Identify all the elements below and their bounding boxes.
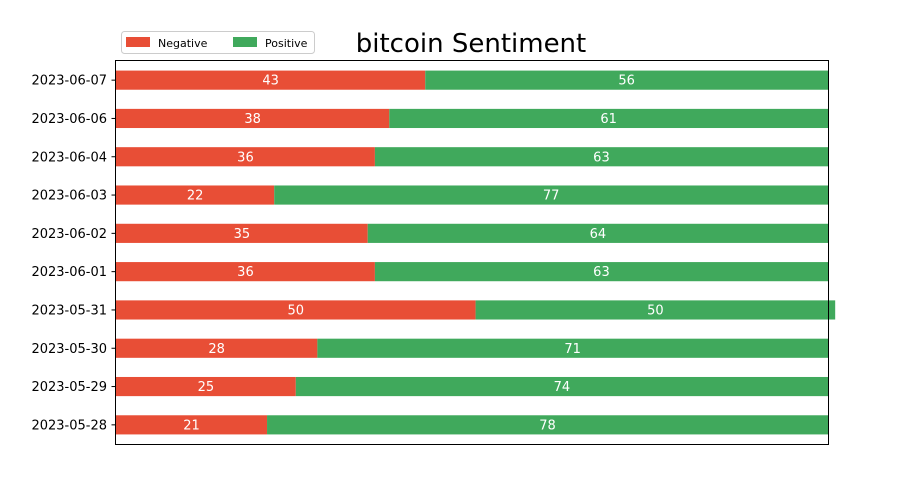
bar-negative-2023-06-06 — [116, 108, 390, 129]
legend-swatch-negative — [126, 37, 150, 47]
bar-label-positive-2023-06-07: 56 — [618, 74, 635, 89]
bar-negative-2023-06-01 — [116, 262, 375, 282]
bar-negative-2023-05-31 — [116, 300, 476, 320]
bar-negative-2023-06-02 — [116, 223, 368, 243]
bar-negative-2023-05-30 — [116, 338, 318, 358]
y-axis-ticks: 2023-06-07 2023-06-06 2023-06-04 2023-06-03… — [31, 74, 116, 433]
bar-label-negative-2023-06-04: 36 — [237, 150, 254, 165]
y-tick-label-2023-06-07: 2023-06-07 — [31, 74, 107, 89]
bar-positive-2023-06-02 — [367, 223, 828, 243]
bar-label-negative-2023-05-31: 50 — [288, 303, 305, 318]
bar-label-negative-2023-06-07: 43 — [262, 74, 279, 89]
bar-label-positive-2023-06-04: 63 — [593, 150, 610, 165]
bar-label-negative-2023-05-28: 21 — [183, 418, 200, 433]
y-tick-label-2023-06-06: 2023-06-06 — [31, 112, 107, 127]
bar-label-positive-2023-05-29: 74 — [554, 380, 571, 395]
bar-label-positive-2023-06-03: 77 — [543, 189, 560, 204]
bar-label-negative-2023-05-30: 28 — [208, 342, 225, 357]
bar-label-positive-2023-06-06: 61 — [600, 112, 617, 127]
bar-negative-2023-05-29 — [116, 376, 296, 397]
bar-label-positive-2023-05-31: 50 — [647, 303, 664, 318]
bar-positive-2023-06-04 — [374, 147, 828, 167]
legend-swatch-positive — [233, 37, 257, 47]
bar-label-positive-2023-05-30: 71 — [564, 342, 581, 357]
bar-positive-2023-05-28 — [267, 415, 829, 435]
bar-negative-2023-05-28 — [116, 415, 268, 435]
bar-label-negative-2023-05-29: 25 — [198, 380, 215, 395]
y-tick-label-2023-06-04: 2023-06-04 — [31, 150, 107, 165]
y-tick-label-2023-05-29: 2023-05-29 — [31, 380, 107, 395]
y-tick-label-2023-06-03: 2023-06-03 — [31, 189, 107, 204]
bar-positive-2023-05-30 — [317, 338, 828, 358]
bar-negative-2023-06-04 — [116, 147, 375, 167]
bar-negative-2023-06-07 — [116, 70, 426, 90]
bar-positive-2023-06-01 — [374, 262, 828, 282]
y-tick-label-2023-05-28: 2023-05-28 — [31, 418, 107, 433]
bar-label-negative-2023-06-06: 38 — [244, 112, 261, 127]
bar-positive-2023-05-29 — [295, 376, 828, 397]
bar-label-negative-2023-06-03: 22 — [187, 189, 204, 204]
bar-labels-layer: 43 56 38 61 36 63 22 77 35 64 36 63 50 50 28 71 25 74 21 78 — [183, 74, 663, 434]
legend: Negative Positive — [121, 31, 315, 54]
y-tick-label-2023-06-01: 2023-06-01 — [31, 265, 107, 280]
bar-label-positive-2023-06-02: 64 — [590, 227, 607, 242]
bar-positive-2023-06-06 — [389, 108, 828, 129]
bars-layer — [116, 70, 836, 435]
bar-label-negative-2023-06-01: 36 — [237, 265, 254, 280]
bar-label-positive-2023-05-28: 78 — [539, 418, 556, 433]
legend-box — [121, 31, 315, 54]
bar-positive-2023-06-07 — [425, 70, 828, 90]
y-tick-label-2023-05-31: 2023-05-31 — [31, 303, 107, 318]
chart-title: bitcoin Sentiment — [356, 29, 586, 59]
bar-positive-2023-06-03 — [274, 185, 828, 205]
y-tick-label-2023-05-30: 2023-05-30 — [31, 342, 107, 357]
legend-label-positive: Positive — [265, 37, 308, 50]
bar-negative-2023-06-03 — [116, 185, 275, 205]
legend-label-negative: Negative — [158, 37, 208, 50]
y-tick-label-2023-06-02: 2023-06-02 — [31, 227, 107, 242]
plot-frame — [115, 60, 829, 445]
bar-label-negative-2023-06-02: 35 — [234, 227, 251, 242]
bar-positive-2023-05-31 — [475, 300, 836, 320]
bar-label-positive-2023-06-01: 63 — [593, 265, 610, 280]
